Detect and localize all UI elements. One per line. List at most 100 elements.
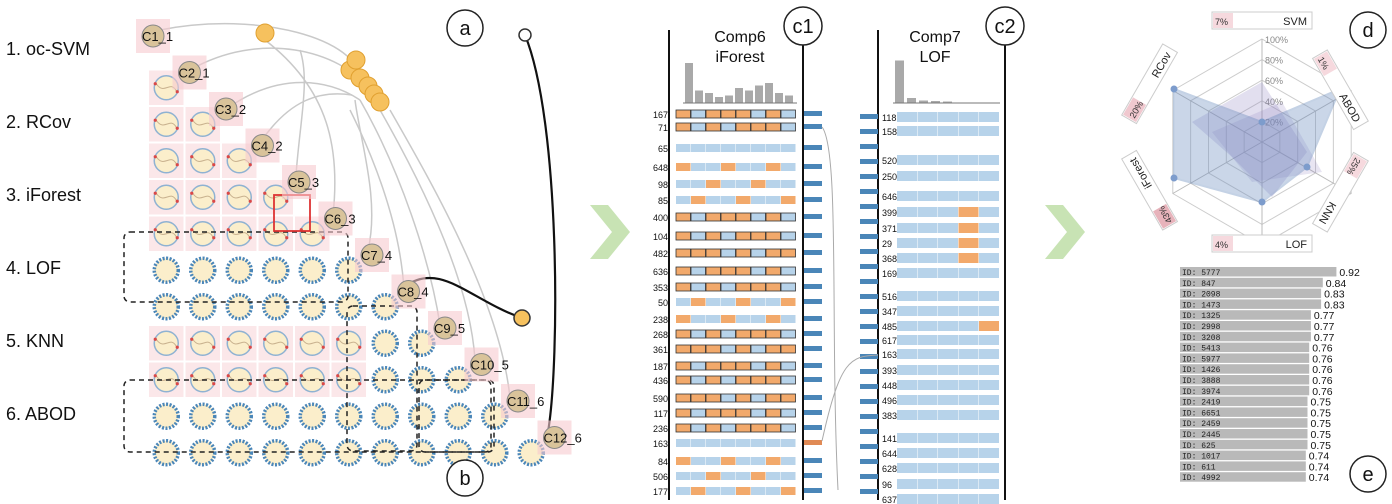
row-id: 400 xyxy=(653,213,668,223)
match-tick xyxy=(860,489,878,494)
axis-label-box: 43%iForest xyxy=(1121,149,1179,231)
score-value: 0.84 xyxy=(1326,278,1347,290)
heat-cell xyxy=(979,291,999,301)
score-value: 0.83 xyxy=(1324,299,1345,311)
heat-cell xyxy=(897,191,917,201)
heat-cell xyxy=(897,380,917,390)
panel-d-badge xyxy=(1349,11,1387,49)
panel-b-letter: b xyxy=(459,468,470,490)
heat-cell xyxy=(751,457,766,465)
heat-cell xyxy=(897,306,917,316)
match-tick xyxy=(804,268,822,273)
heat-cell xyxy=(721,180,736,188)
cluster-node xyxy=(360,243,384,267)
match-tick xyxy=(860,384,878,389)
heat-cell xyxy=(979,463,999,473)
match-tick xyxy=(804,488,822,493)
match-tick xyxy=(804,250,822,255)
heat-cell xyxy=(706,487,721,495)
row-id: 84 xyxy=(658,457,668,467)
heat-cell xyxy=(917,268,938,278)
heat-cell xyxy=(938,112,958,122)
heat-cell xyxy=(780,122,796,132)
glyph-circle xyxy=(152,256,180,284)
heat-cell xyxy=(780,109,796,119)
heat-cell xyxy=(691,472,706,480)
heat-cell xyxy=(979,126,999,136)
radar-spoke xyxy=(1172,90,1263,143)
heat-cell xyxy=(721,472,736,480)
glyph-circle xyxy=(225,256,253,284)
score-value: 0.76 xyxy=(1312,386,1333,398)
match-tick xyxy=(804,395,822,400)
heat-cell xyxy=(917,380,938,390)
glyph-marker xyxy=(175,126,179,130)
heat-cell xyxy=(750,109,766,119)
glyph-marker xyxy=(190,228,194,232)
glyph-circle xyxy=(189,256,217,284)
glyph-marker xyxy=(299,337,303,341)
histogram-bar xyxy=(943,101,952,103)
histogram-bar xyxy=(931,101,940,103)
glyph-circle xyxy=(189,402,217,430)
heat-cell xyxy=(750,266,766,276)
projection-point xyxy=(513,309,531,327)
heat-cell xyxy=(705,122,721,132)
heat-cell xyxy=(897,365,917,375)
glyph-curve xyxy=(338,338,360,347)
heat-cell xyxy=(958,112,979,122)
glyph-marker xyxy=(226,228,230,232)
glyph-marker xyxy=(321,345,325,349)
cluster-label: C6_3 xyxy=(325,212,356,227)
glyph-circle xyxy=(444,402,472,430)
heat-cell xyxy=(691,315,706,323)
heat-cell xyxy=(750,329,766,339)
heat-cell xyxy=(917,238,938,248)
match-tick xyxy=(860,354,878,359)
match-tick xyxy=(804,145,822,150)
heat-cell xyxy=(750,212,766,222)
heat-cell xyxy=(675,423,691,433)
row-id: 85 xyxy=(658,196,668,206)
heat-cell xyxy=(765,375,781,385)
heat-cell xyxy=(721,439,736,447)
radar-area xyxy=(1192,82,1307,197)
match-tick xyxy=(860,144,878,149)
heat-cell xyxy=(736,180,751,188)
heat-cell xyxy=(938,126,958,136)
model-labels: 1. oc-SVM 2. RCov 3. iForest 4. LOF 5. KNN 6.… xyxy=(6,39,90,424)
cluster-node xyxy=(141,24,165,48)
heat-cell xyxy=(750,231,766,241)
row-id: 104 xyxy=(653,232,668,242)
link-line xyxy=(354,99,373,251)
heat-cell xyxy=(766,315,781,323)
axis-pct-bar xyxy=(1153,203,1177,229)
match-line xyxy=(821,354,879,442)
heat-cell xyxy=(690,248,706,258)
heat-cell xyxy=(958,253,979,263)
ring-label: 60% xyxy=(1265,76,1283,86)
cluster-node xyxy=(470,353,493,376)
radar-vertex xyxy=(1170,174,1178,182)
heat-cell xyxy=(751,180,766,188)
heat-cell xyxy=(720,408,736,418)
axis-pct-bar xyxy=(1343,153,1367,179)
heat-cell xyxy=(938,306,958,316)
heat-cell xyxy=(917,306,938,316)
heat-cell xyxy=(705,423,721,433)
heat-cell xyxy=(979,321,999,331)
heat-cell xyxy=(917,410,938,420)
heat-cell xyxy=(781,144,796,152)
glyph-curve xyxy=(155,338,177,347)
cluster-node xyxy=(397,280,420,303)
glyph-marker xyxy=(212,236,216,240)
score-bar xyxy=(1180,385,1310,396)
heat-cell xyxy=(751,298,766,306)
score-id: ID: 5977 xyxy=(1182,355,1221,364)
heat-cell xyxy=(897,223,917,233)
glyph-marker xyxy=(153,155,157,159)
comp6-title: Comp6 xyxy=(714,29,766,46)
glyph-circle xyxy=(371,329,399,357)
heat-cell xyxy=(979,268,999,278)
projection-point xyxy=(518,28,532,42)
